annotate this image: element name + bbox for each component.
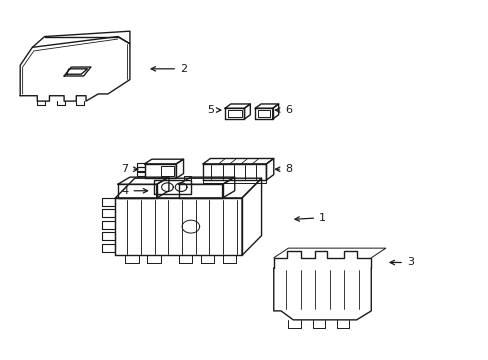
Text: 7: 7	[121, 164, 138, 174]
Text: 8: 8	[275, 164, 291, 174]
Text: 1: 1	[294, 213, 325, 222]
Text: 2: 2	[151, 64, 187, 74]
Text: 6: 6	[275, 105, 291, 115]
Text: 5: 5	[206, 105, 221, 115]
Text: 4: 4	[121, 186, 147, 196]
Text: 3: 3	[389, 257, 413, 267]
